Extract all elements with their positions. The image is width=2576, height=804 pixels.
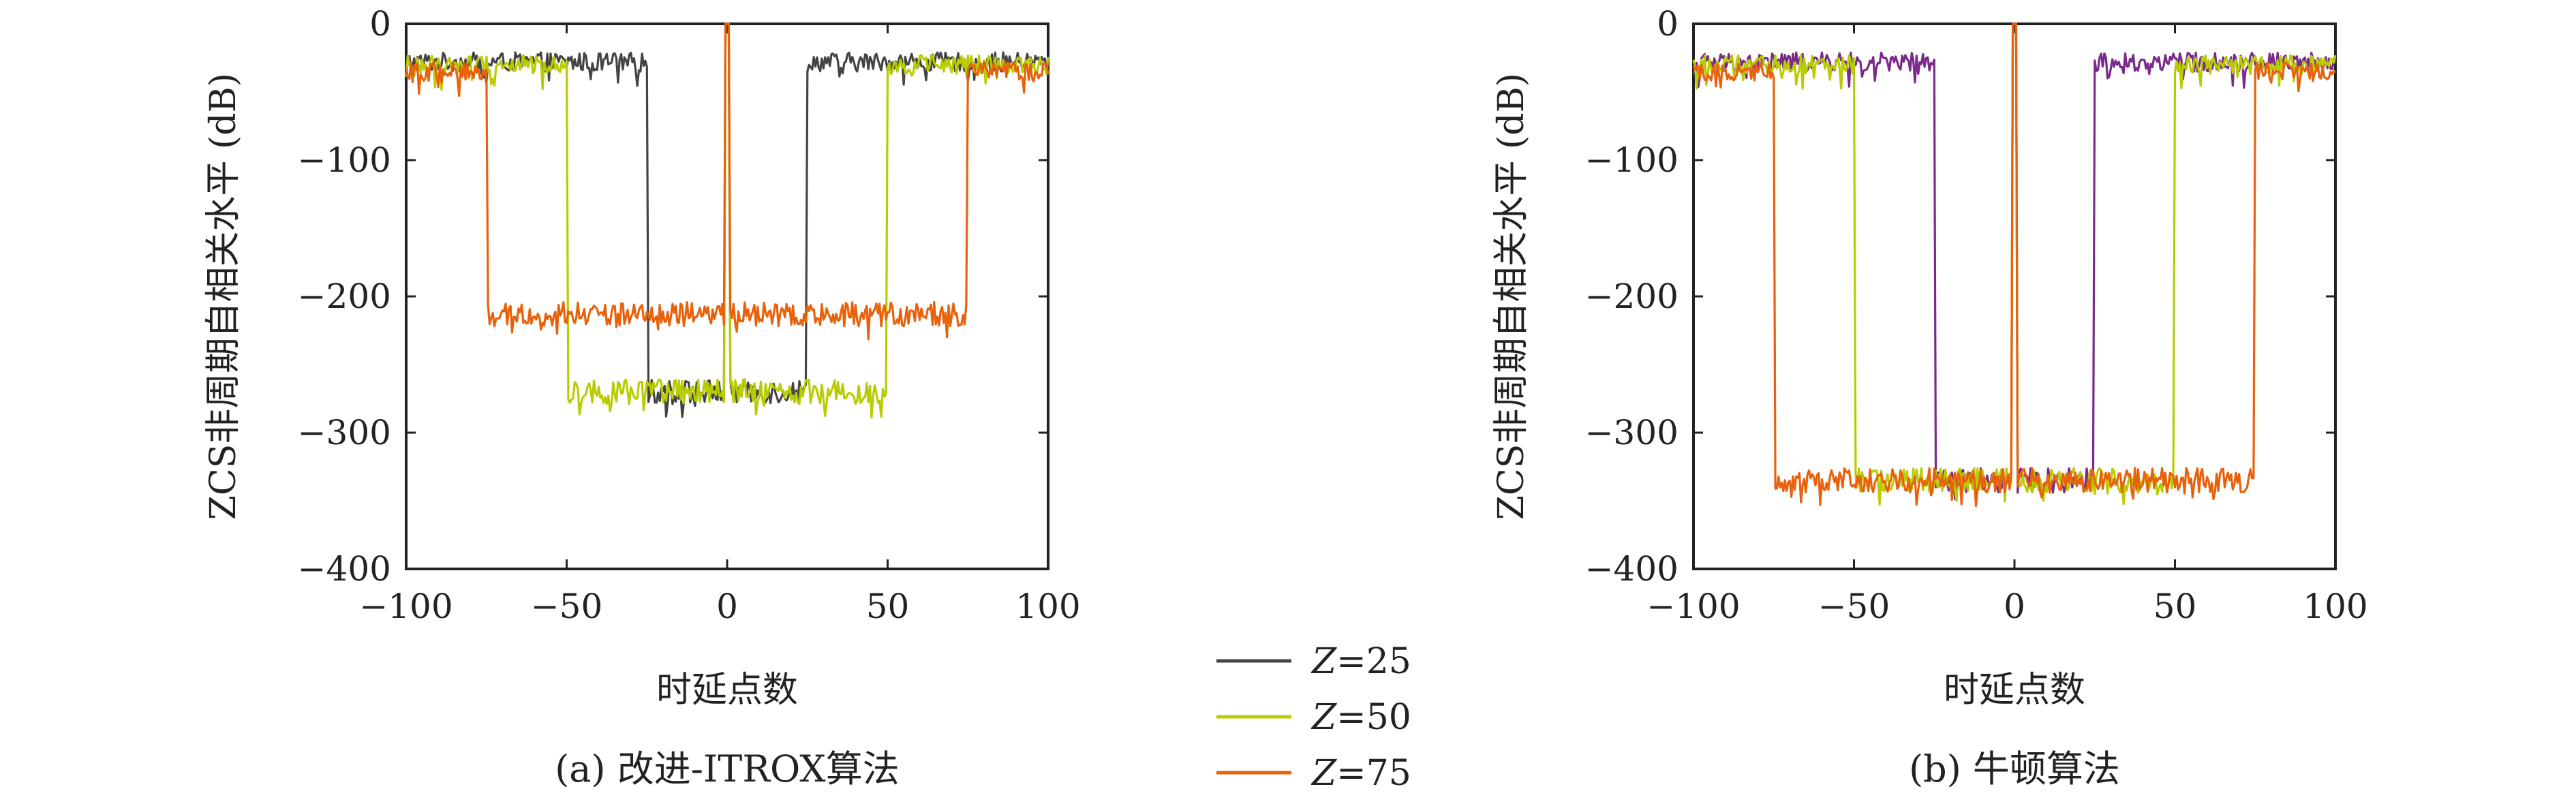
legend-item-z50: Z=50 — [1216, 697, 1411, 738]
panel-a-series — [405, 22, 1049, 419]
panel-b-ytick-label: 0 — [1657, 4, 1678, 44]
panel-b-ytick-label: −300 — [1585, 413, 1678, 452]
panel-a-y-ticks: 0 −100 −200 −300 −400 — [298, 4, 1048, 589]
panel-a-ytick-label: −400 — [298, 549, 391, 589]
panel-a-series-z50-line — [405, 22, 1049, 419]
panel-a-xtick-label: −100 — [359, 587, 453, 626]
panel-a-ylabel: ZCS非周期自相关水平 (dB) — [203, 73, 244, 520]
panel-a-xlabel: 时延点数 — [656, 670, 798, 711]
panel-b-xtick-label: −50 — [1818, 587, 1890, 626]
legend-item-z25: Z=25 — [1216, 641, 1411, 682]
panel-b-ytick-label: −100 — [1585, 140, 1678, 180]
panel-a: 0 −100 −200 −300 −400 −100 −50 0 50 100 ZCS非周期自相… — [203, 4, 1081, 790]
panel-a-frame — [405, 22, 1049, 570]
panel-b-series — [1692, 22, 2337, 508]
panel-b-ytick-label: −200 — [1585, 277, 1678, 316]
legend-item-z75: Z=75 — [1216, 753, 1411, 794]
panel-b-xtick-label: −100 — [1646, 587, 1740, 626]
panel-a-xtick-label: −50 — [531, 587, 603, 626]
panel-b-series-z25-line — [1692, 22, 2337, 501]
panel-a-x-ticks: −100 −50 0 50 100 — [359, 24, 1081, 626]
legend-label-z75: Z=75 — [1310, 753, 1411, 794]
panel-a-ytick-label: 0 — [369, 4, 391, 44]
panel-b-xtick-label: 50 — [2153, 587, 2197, 626]
panel-a-series-z25-line — [405, 22, 1049, 418]
panel-a-xtick-label: 0 — [716, 587, 738, 626]
panel-a-xtick-label: 50 — [866, 587, 910, 626]
panel-a-ytick-label: −100 — [298, 140, 391, 180]
panel-a-caption: (a) 改进-ITROX算法 — [555, 747, 900, 790]
panel-a-ytick-label: −200 — [298, 277, 391, 316]
panel-b-series-z75-line — [1692, 22, 2337, 508]
panel-b-ytick-label: −400 — [1585, 549, 1678, 589]
panel-b-series-z50-line — [1692, 22, 2337, 506]
panel-a-ytick-label: −300 — [298, 413, 391, 452]
panel-b-xlabel: 时延点数 — [1944, 670, 2085, 711]
legend-label-z50: Z=50 — [1310, 697, 1411, 738]
panel-b-y-ticks: 0 −100 −200 −300 −400 — [1585, 4, 2335, 589]
panel-b: 0 −100 −200 −300 −400 −100 −50 0 50 100 ZCS非周期自相… — [1491, 4, 2368, 790]
panel-a-xtick-label: 100 — [1015, 587, 1080, 626]
panel-b-xtick-label: 0 — [2004, 587, 2025, 626]
panel-b-ylabel: ZCS非周期自相关水平 (dB) — [1491, 73, 1532, 520]
panel-b-x-ticks: −100 −50 0 50 100 — [1646, 24, 2368, 626]
legend-label-z25: Z=25 — [1310, 641, 1411, 682]
panel-a-series-z75-line — [405, 22, 1049, 341]
panel-b-xtick-label: 100 — [2303, 587, 2367, 626]
legend: Z=25 Z=50 Z=75 — [1216, 641, 1411, 794]
panel-b-caption: (b) 牛顿算法 — [1909, 747, 2120, 790]
